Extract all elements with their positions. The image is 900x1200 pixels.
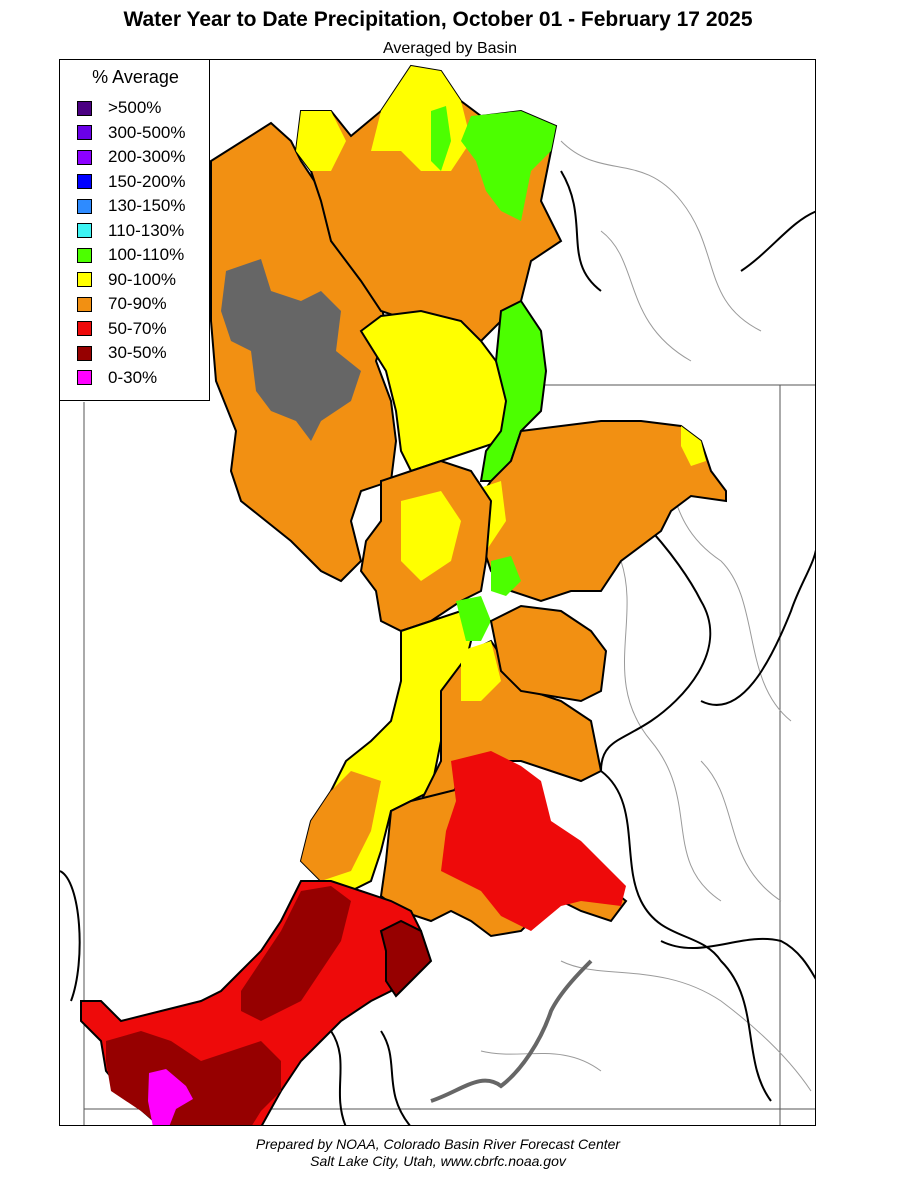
legend-swatch [77,174,92,190]
legend-label: 110-130% [108,220,185,240]
legend-label: 200-300% [108,147,186,167]
legend-label: 130-150% [108,196,186,216]
legend-label: 100-110% [108,245,185,265]
legend-label: 0-30% [108,367,158,387]
region-spine-orange [301,771,381,881]
legend-item: 70-90% [77,292,186,317]
legend-swatch [77,272,92,288]
legend-item: 50-70% [77,317,186,342]
legend-label: 300-500% [108,122,186,142]
region-magenta [148,1069,193,1125]
legend-swatch [77,296,92,312]
legend-list: >500% 300-500% 200-300% 150-200% 130-150… [77,96,186,390]
basin-map [60,64,815,1125]
region-north-green [461,111,556,221]
legend-label: 150-200% [108,171,186,191]
legend-title: % Average [92,67,179,87]
region-duchesne-green [491,556,521,596]
legend-label: 70-90% [108,294,167,314]
lake-powell [430,959,593,1103]
legend-swatch [77,370,92,386]
legend-label: 30-50% [108,343,167,363]
footer-credit-line-2: Salt Lake City, Utah, www.cbrfc.noaa.gov [310,1153,566,1169]
legend-label: 50-70% [108,318,167,338]
region-north-green-small [431,106,451,171]
region-red-escalante [441,751,626,931]
legend-label: 90-100% [108,269,177,289]
legend-item: 100-110% [77,243,186,268]
legend-item: 110-130% [77,219,186,244]
legend-swatch [77,321,92,337]
legend-item: 30-50% [77,341,186,366]
legend-swatch [77,100,92,116]
region-san-rafael-yellow [461,641,501,701]
basin-east-orange [489,604,608,703]
legend-swatch [77,223,92,239]
legend-item: 90-100% [77,268,186,293]
region-duchesne-yellow-east [681,426,706,466]
region-spine-green [456,596,491,641]
map-legend: % Average >500% 300-500% 200-300% 150-20… [59,59,210,401]
legend-item: 150-200% [77,170,186,195]
map-title: Water Year to Date Precipitation, Octobe… [123,8,753,31]
legend-swatch [77,198,92,214]
legend-item: 200-300% [77,145,186,170]
great-salt-lake [221,259,361,441]
region-dark-red-east [379,919,433,998]
region-dark-red-upper [241,886,351,1021]
footer-credit-line-1: Prepared by NOAA, Colorado Basin River F… [255,1136,621,1152]
legend-item: 0-30% [77,366,186,391]
legend-item: 300-500% [77,121,186,146]
legend-label: >500% [108,98,162,118]
legend-item: >500% [77,96,186,121]
region-north-yellow-west [296,111,346,171]
map-subtitle: Averaged by Basin [382,40,517,57]
region-central-yellow [401,491,461,581]
legend-swatch [77,149,92,165]
legend-swatch [77,345,92,361]
legend-swatch [77,247,92,263]
map-area [59,59,816,1126]
legend-swatch [77,125,92,141]
legend-item: 130-150% [77,194,186,219]
